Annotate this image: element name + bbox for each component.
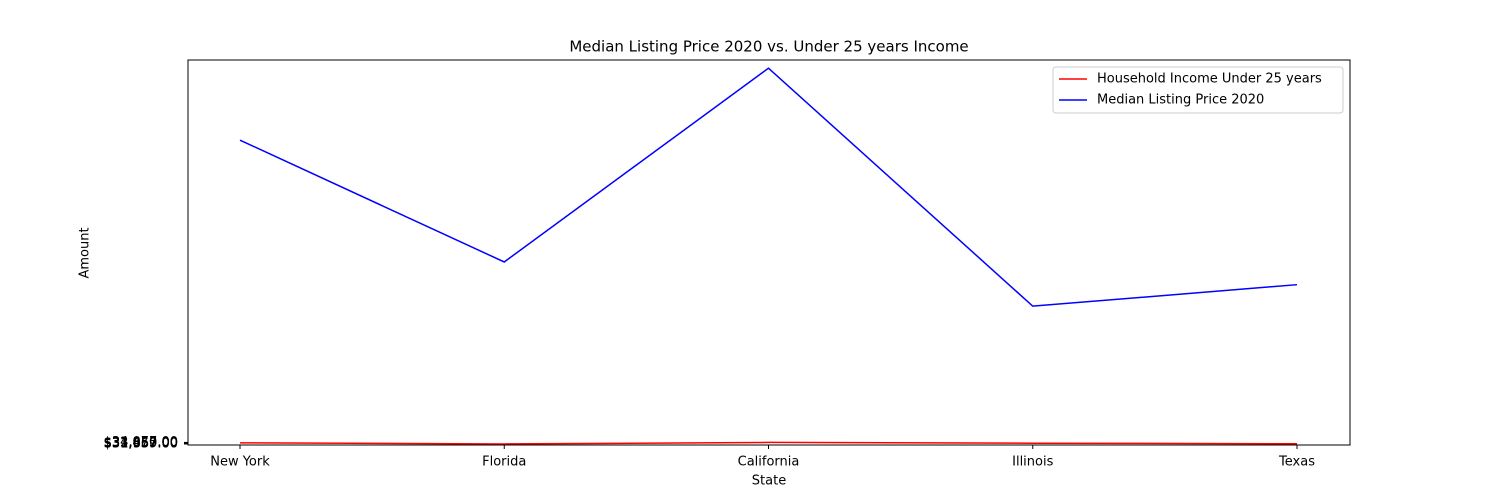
y-tick-label: $32,850.00 bbox=[104, 436, 178, 451]
x-tick-label: New York bbox=[210, 455, 270, 470]
legend-label: Median Listing Price 2020 bbox=[1097, 93, 1264, 108]
y-tick-label: $31,967.00 bbox=[104, 436, 178, 451]
series-line bbox=[239, 67, 1298, 307]
y-tick-label: $33,455.00 bbox=[104, 435, 178, 450]
legend-label: Household Income Under 25 years bbox=[1097, 72, 1322, 87]
plot-frame bbox=[187, 59, 1351, 446]
y-tick-label: $31,659.00 bbox=[104, 436, 178, 451]
x-tick-label: Florida bbox=[482, 455, 526, 470]
series-line bbox=[239, 441, 1298, 445]
legend-box bbox=[1052, 66, 1344, 114]
chart-title: Median Listing Price 2020 vs. Under 25 y… bbox=[569, 38, 968, 56]
x-tick-label: California bbox=[738, 455, 800, 470]
x-axis-label: State bbox=[752, 474, 786, 489]
x-tick-label: Illinois bbox=[1012, 455, 1053, 470]
x-tick-label: Texas bbox=[1278, 455, 1315, 470]
y-axis-label: Amount bbox=[78, 227, 93, 278]
y-tick-label: $34,077.00 bbox=[104, 435, 178, 450]
